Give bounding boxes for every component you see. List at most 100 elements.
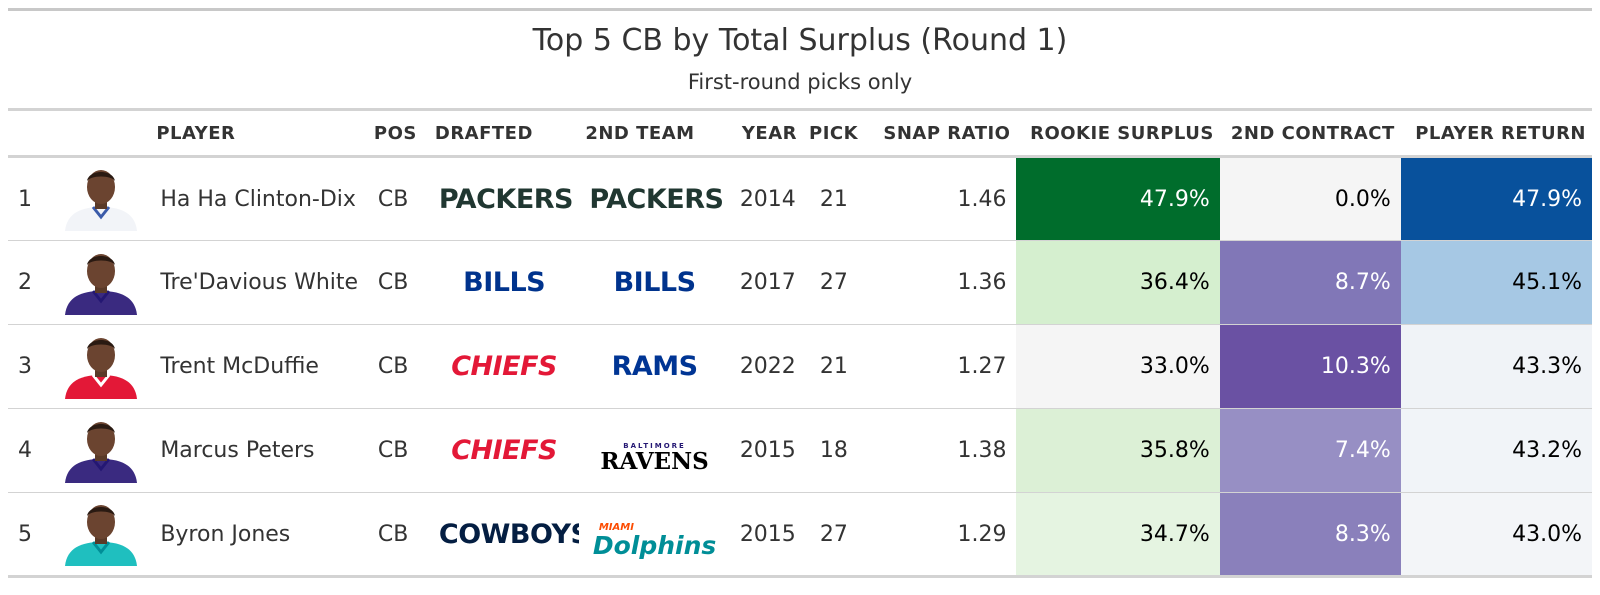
- draft-pick: 21: [819, 354, 848, 379]
- col-header-pos: POS: [373, 122, 417, 144]
- player-name: Byron Jones: [160, 521, 291, 547]
- col-header-2nd-contract: 2ND CONTRACT: [1230, 122, 1395, 144]
- col-header-rank: [8, 111, 49, 157]
- player-headshot-icon: [64, 170, 137, 231]
- snap-ratio: 1.29: [957, 521, 1007, 547]
- second-contract: 10.3%: [1219, 324, 1401, 409]
- col-header-headshot: [49, 111, 151, 157]
- player-name: Marcus Peters: [160, 438, 315, 463]
- player-headshot-icon: [64, 337, 137, 399]
- snap-ratio: 1.36: [957, 270, 1007, 295]
- top-divider: [8, 8, 1592, 11]
- col-header-2nd-team: 2ND TEAM: [585, 122, 695, 144]
- rookie-surplus: 36.4%: [1016, 240, 1220, 325]
- team-logo-city: BALTIMORE: [623, 441, 686, 450]
- draft-pick: 27: [819, 521, 848, 547]
- team-logo-city: MIAMI: [598, 521, 634, 533]
- rookie-surplus: 35.8%: [1016, 408, 1220, 493]
- drafted-team-logo: CHIEFS: [429, 325, 579, 409]
- table-container: Top 5 CB by Total Surplus (Round 1) Firs…: [8, 8, 1592, 578]
- snap-ratio: 1.46: [957, 186, 1007, 212]
- player-return: 45.1%: [1400, 240, 1592, 325]
- team-logo-icon: CHIEFS: [451, 351, 557, 382]
- draft-year: 2014: [739, 186, 796, 212]
- second-team-logo: BILLS: [579, 241, 729, 325]
- col-header-player: PLAYER: [156, 122, 236, 144]
- draft-pick: 27: [819, 270, 848, 295]
- headshot-cell: [49, 325, 151, 409]
- player-headshot-icon: [64, 253, 137, 315]
- table-row: 3 Trent McDuffie CB CHIEFS RAMS 2022 21 1.27 33.…: [8, 324, 1592, 409]
- player-name: Tre'Davious White: [160, 270, 359, 295]
- second-contract: 7.4%: [1219, 408, 1401, 493]
- snap-ratio: 1.27: [957, 354, 1007, 379]
- team-logo-icon: PACKERS: [589, 183, 724, 215]
- player-headshot-icon: [64, 505, 137, 566]
- player-return: 47.9%: [1400, 156, 1592, 241]
- headshot-cell: [49, 157, 151, 241]
- table-subtitle: First-round picks only: [687, 70, 913, 94]
- second-team-logo: MIAMI Dolphins: [579, 493, 729, 577]
- player-name: Trent McDuffie: [160, 354, 319, 379]
- rank-cell: 4: [18, 438, 32, 463]
- header-row: PLAYER POS DRAFTED 2ND TEAM YEAR PICK SN…: [8, 111, 1592, 157]
- second-contract: 8.3%: [1219, 492, 1401, 577]
- rookie-surplus: 33.0%: [1016, 324, 1220, 409]
- team-logo-icon: BILLS: [613, 267, 696, 298]
- headshot-cell: [49, 409, 151, 493]
- second-team-logo: BALTIMORE RAVENS: [579, 409, 729, 493]
- drafted-team-logo: PACKERS: [429, 157, 579, 241]
- second-contract: 8.7%: [1219, 240, 1401, 325]
- rank-cell: 3: [18, 354, 32, 379]
- table-row: 5 Byron Jones CB COWBOYS MIAMI Dolphins 2015 27…: [8, 492, 1592, 577]
- position: CB: [377, 521, 409, 547]
- team-logo-icon: COWBOYS: [438, 518, 580, 550]
- draft-year: 2017: [739, 270, 796, 295]
- rookie-surplus: 47.9%: [1016, 156, 1220, 241]
- col-header-player-return: PLAYER RETURN: [1415, 122, 1586, 144]
- second-team-logo: RAMS: [579, 325, 729, 409]
- draft-year: 2022: [739, 354, 796, 379]
- team-logo-icon: RAMS: [611, 351, 699, 382]
- player-return: 43.3%: [1400, 324, 1592, 409]
- position: CB: [377, 270, 409, 295]
- team-logo-icon: BALTIMORE RAVENS: [600, 441, 709, 475]
- team-logo-icon: CHIEFS: [451, 435, 557, 466]
- snap-ratio: 1.38: [957, 438, 1007, 463]
- drafted-team-logo: COWBOYS: [429, 493, 579, 577]
- team-logo-name: RAVENS: [600, 447, 709, 475]
- team-logo-icon: PACKERS: [438, 183, 574, 215]
- header-divider: [8, 108, 1592, 111]
- table-row: 2 Tre'Davious White CB BILLS BILLS 2017 27 1.36…: [8, 240, 1592, 325]
- rank-cell: 5: [18, 521, 32, 547]
- team-logo-name: Dolphins: [592, 530, 717, 560]
- col-header-drafted: DRAFTED: [434, 122, 533, 144]
- player-return: 43.2%: [1400, 408, 1592, 493]
- position: CB: [377, 186, 409, 212]
- position: CB: [377, 438, 409, 463]
- second-contract: 0.0%: [1219, 156, 1401, 241]
- headshot-cell: [49, 493, 151, 577]
- player-headshot-icon: [64, 421, 137, 483]
- draft-pick: 18: [819, 438, 848, 463]
- data-table: PLAYER POS DRAFTED 2ND TEAM YEAR PICK SN…: [8, 111, 1592, 578]
- col-header-year: YEAR: [741, 122, 797, 144]
- second-team-logo: PACKERS: [579, 157, 729, 241]
- draft-year: 2015: [739, 521, 796, 547]
- table-row: 4 Marcus Peters CB CHIEFS BALTIMORE RAVENS 201…: [8, 408, 1592, 493]
- draft-pick: 21: [819, 186, 848, 212]
- table-row: 1 Ha Ha Clinton-Dix CB PACKERS PACKERS 2014 21…: [8, 156, 1592, 241]
- rookie-surplus: 34.7%: [1016, 492, 1220, 577]
- position: CB: [377, 354, 409, 379]
- drafted-team-logo: BILLS: [429, 241, 579, 325]
- drafted-team-logo: CHIEFS: [429, 409, 579, 493]
- draft-year: 2015: [739, 438, 796, 463]
- table-title: Top 5 CB by Total Surplus (Round 1): [532, 23, 1068, 58]
- player-return: 43.0%: [1400, 492, 1592, 577]
- headshot-cell: [49, 241, 151, 325]
- col-header-rookie-surplus: ROOKIE SURPLUS: [1030, 122, 1214, 144]
- rank-cell: 1: [18, 186, 32, 212]
- rank-cell: 2: [18, 270, 32, 295]
- team-logo-icon: MIAMI Dolphins: [592, 521, 717, 560]
- col-header-snap-ratio: SNAP RATIO: [883, 122, 1011, 144]
